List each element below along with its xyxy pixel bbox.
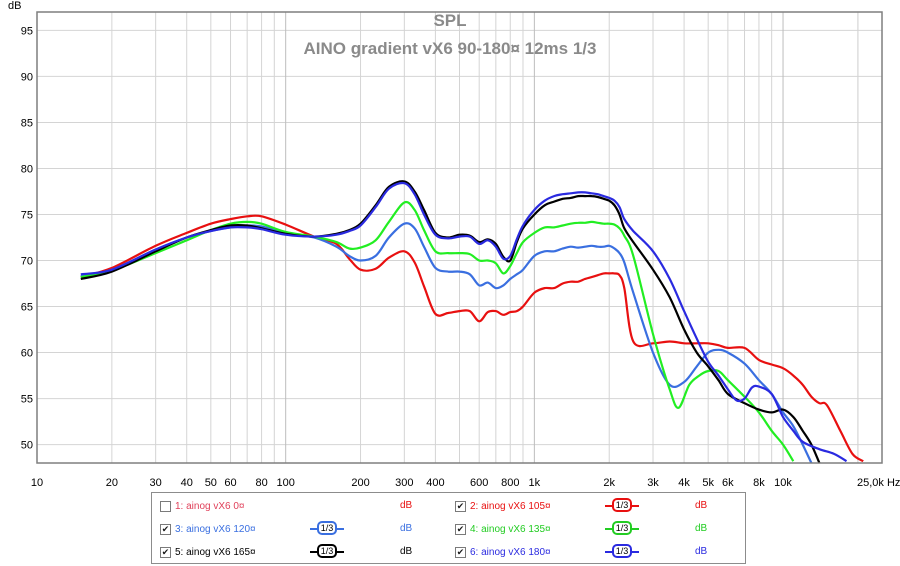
y-tick-label: 80 xyxy=(21,163,33,175)
y-tick-label: 85 xyxy=(21,117,33,129)
x-tick-label: 60 xyxy=(224,477,236,489)
legend-label: 2: ainog vX6 105¤ xyxy=(470,500,551,512)
x-tick-label: 30 xyxy=(150,477,162,489)
legend: 1: ainog vX6 0¤ dB ✔ 2: ainog vX6 105¤ 1/3 dB… xyxy=(151,492,746,564)
smoothing-label: 1/3 xyxy=(612,544,632,558)
legend-checkbox[interactable] xyxy=(160,500,171,512)
y-tick-label: 75 xyxy=(21,209,33,221)
legend-checkbox[interactable]: ✔ xyxy=(455,546,466,558)
x-tick-label: 20 xyxy=(106,477,118,489)
legend-item: ✔ 5: ainog vX6 165¤ xyxy=(160,541,256,563)
x-tick-label: 2k xyxy=(603,477,615,489)
y-tick-label: 55 xyxy=(21,394,33,406)
smoothing-indicator[interactable]: 1/3 xyxy=(605,497,639,513)
legend-checkbox[interactable]: ✔ xyxy=(455,500,466,512)
spl-chart: 95 90 85 80 75 70 65 60 55 50 10 20 30 40 50 60 80 100 20… xyxy=(8,0,900,489)
legend-unit: dB xyxy=(695,546,708,557)
x-tick-label: 4k xyxy=(678,477,690,489)
y-tick-label: 60 xyxy=(21,348,33,360)
x-tick-label: 10 xyxy=(31,477,43,489)
x-tick-label: 25,0k Hz xyxy=(857,477,900,489)
legend-label: 3: ainog vX6 120¤ xyxy=(175,523,256,535)
x-tick-label: 800 xyxy=(501,477,519,489)
y-tick-label: 65 xyxy=(21,302,33,314)
y-tick-label: 90 xyxy=(21,71,33,83)
legend-item: ✔ 4: ainog vX6 135¤ xyxy=(455,518,551,540)
plot-frame xyxy=(36,11,883,464)
y-tick-label: 95 xyxy=(21,25,33,37)
legend-item: ✔ 6: ainog vX6 180¤ xyxy=(455,541,551,563)
smoothing-indicator[interactable]: 1/3 xyxy=(605,520,639,536)
series-layer xyxy=(80,180,864,463)
x-tick-label: 3k xyxy=(647,477,659,489)
smoothing-indicator[interactable]: 1/3 xyxy=(310,520,344,536)
y-tick-label: 70 xyxy=(21,256,33,268)
legend-label: 4: ainog vX6 135¤ xyxy=(470,523,551,535)
legend-unit: dB xyxy=(695,500,708,511)
series-line-2 xyxy=(80,214,864,463)
y-tick-label: 50 xyxy=(21,440,33,452)
legend-label: 1: ainog vX6 0¤ xyxy=(175,500,245,512)
x-tick-label: 400 xyxy=(426,477,444,489)
legend-item: ✔ 2: ainog vX6 105¤ xyxy=(455,495,551,517)
x-tick-label: 80 xyxy=(255,477,267,489)
legend-unit: dB xyxy=(400,500,413,511)
x-tick-label: 6k xyxy=(722,477,734,489)
legend-unit: dB xyxy=(400,523,413,534)
x-tick-label: 40 xyxy=(181,477,193,489)
chart-subtitle: AINO gradient vX6 90-180¤ 12ms 1/3 xyxy=(304,39,597,58)
y-axis-label: dB xyxy=(8,0,21,12)
x-tick-label: 100 xyxy=(277,477,295,489)
y-tick-labels: 95 90 85 80 75 70 65 60 55 50 xyxy=(21,25,33,451)
x-tick-label: 10k xyxy=(774,477,792,489)
series-line-4 xyxy=(80,200,795,462)
x-tick-label: 50 xyxy=(205,477,217,489)
legend-unit: dB xyxy=(695,523,708,534)
smoothing-label: 1/3 xyxy=(612,498,632,512)
smoothing-label: 1/3 xyxy=(317,521,337,535)
x-tick-label: 600 xyxy=(470,477,488,489)
legend-unit: dB xyxy=(400,546,413,557)
legend-label: 5: ainog vX6 165¤ xyxy=(175,546,256,558)
chart-title: SPL xyxy=(433,11,466,30)
x-tick-label: 300 xyxy=(395,477,413,489)
legend-checkbox[interactable]: ✔ xyxy=(160,546,171,558)
smoothing-label: 1/3 xyxy=(317,544,337,558)
legend-item: 1: ainog vX6 0¤ xyxy=(160,495,245,517)
legend-item: ✔ 3: ainog vX6 120¤ xyxy=(160,518,256,540)
smoothing-indicator[interactable]: 1/3 xyxy=(310,543,344,559)
x-tick-label: 5k xyxy=(702,477,714,489)
series-line-6 xyxy=(80,181,848,463)
legend-label: 6: ainog vX6 180¤ xyxy=(470,546,551,558)
x-tick-label: 200 xyxy=(351,477,369,489)
x-tick-label: 8k xyxy=(753,477,765,489)
smoothing-indicator[interactable]: 1/3 xyxy=(605,543,639,559)
legend-checkbox[interactable]: ✔ xyxy=(160,523,171,535)
x-tick-labels: 10 20 30 40 50 60 80 100 200 300 400 600 800 1k 2k 3k 4k… xyxy=(31,477,900,489)
legend-checkbox[interactable]: ✔ xyxy=(455,523,466,535)
smoothing-label: 1/3 xyxy=(612,521,632,535)
x-tick-label: 1k xyxy=(529,477,541,489)
